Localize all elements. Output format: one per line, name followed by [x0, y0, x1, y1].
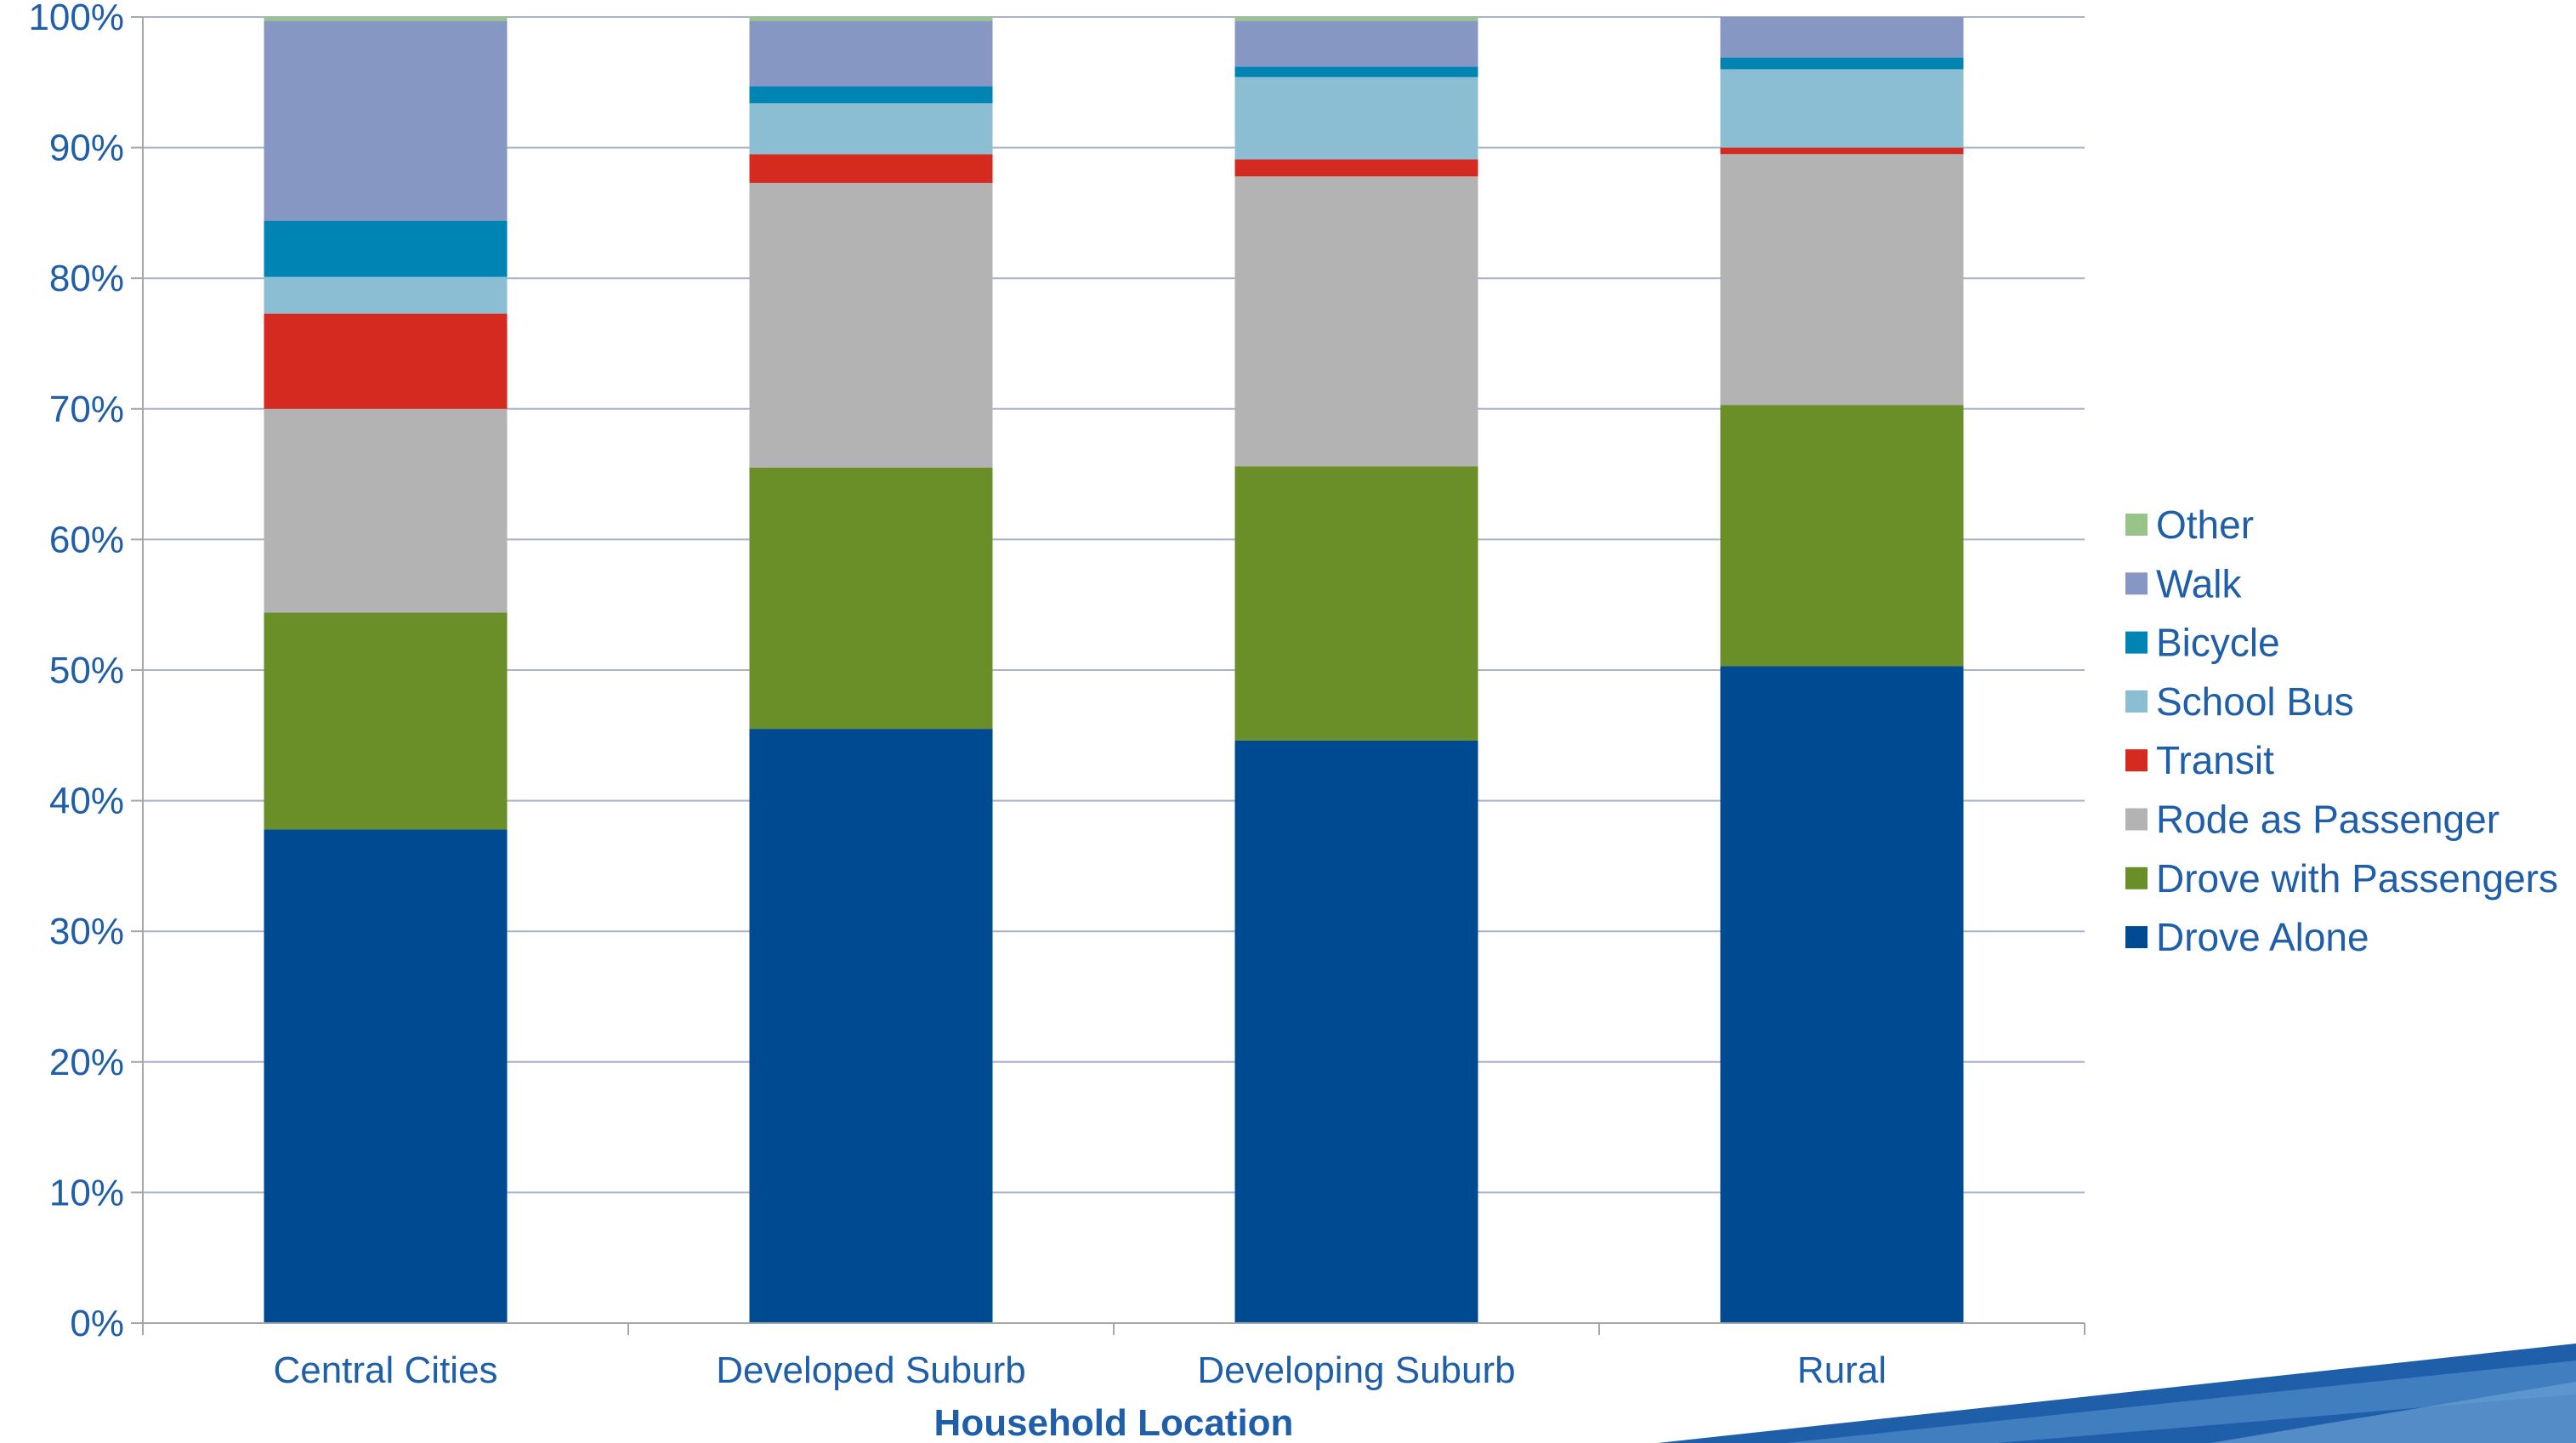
bar-segment-walk [1720, 17, 1964, 58]
bar-segment-drove-alone [264, 829, 508, 1323]
y-tick-label: 50% [49, 650, 124, 691]
legend-swatch [2125, 572, 2148, 595]
bar-segment-bicycle [1720, 57, 1964, 70]
bar-segment-other [749, 17, 993, 21]
bar-segment-other [264, 17, 508, 21]
x-tick-label: Rural [1797, 1349, 1887, 1391]
legend-swatch [2125, 926, 2148, 949]
legend-swatch [2125, 631, 2148, 654]
bar-segment-rode-as-passenger [749, 183, 993, 468]
bar-segment-school-bus [1720, 69, 1964, 148]
y-tick-label: 0% [70, 1303, 124, 1344]
bar-segment-rode-as-passenger [1720, 154, 1964, 406]
legend-swatch [2125, 866, 2148, 889]
bar-segment-drove-with-passengers [749, 467, 993, 730]
bar-segment-transit [264, 313, 508, 409]
y-tick-label: 30% [49, 911, 124, 952]
bar-segment-transit [1234, 159, 1478, 177]
legend-item: Other [2125, 503, 2254, 547]
bar-segment-transit [1720, 147, 1964, 155]
y-tick-label: 100% [28, 0, 124, 38]
x-tick-label: Developing Suburb [1197, 1349, 1515, 1391]
bar-stack-rural [1720, 17, 1964, 1323]
bar-segment-bicycle [264, 220, 508, 277]
y-tick-label: 40% [49, 781, 124, 822]
bar-segment-school-bus [264, 276, 508, 314]
y-tick-label: 20% [49, 1042, 124, 1083]
y-tick-label: 80% [49, 258, 124, 299]
y-tick-label: 70% [49, 389, 124, 430]
legend-label: Rode as Passenger [2156, 798, 2499, 842]
legend-label: Transit [2156, 738, 2274, 782]
legend-swatch [2125, 514, 2148, 536]
x-tick-label: Central Cities [273, 1349, 497, 1391]
legend-label: Bicycle [2156, 621, 2280, 665]
y-tick-label: 90% [49, 128, 124, 169]
legend: Other Walk Bicycle School Bus Transit Rode as… [2125, 503, 2558, 959]
bar-segment-walk [749, 20, 993, 87]
bar-segment-rode-as-passenger [264, 408, 508, 613]
legend-swatch [2125, 749, 2148, 772]
bar-segment-school-bus [749, 103, 993, 155]
legend-item: Drove Alone [2125, 915, 2369, 959]
bar-stacks [264, 17, 1964, 1323]
y-tick-label: 10% [49, 1172, 124, 1213]
bar-segment-transit [749, 154, 993, 184]
bar-segment-walk [264, 20, 508, 221]
bar-stack-central-cities [264, 17, 508, 1323]
legend-label: Other [2156, 503, 2254, 547]
x-axis-tick-labels: Central Cities Developed Suburb Developing… [273, 1349, 1887, 1391]
bar-stack-developing-suburb [1234, 17, 1478, 1323]
legend-label: Walk [2156, 561, 2243, 605]
bar-segment-bicycle [749, 86, 993, 104]
bar-segment-school-bus [1234, 77, 1478, 160]
bar-segment-drove-alone [1234, 740, 1478, 1323]
legend-item: Transit [2125, 738, 2274, 782]
y-axis-tick-labels: 0% 10% 20% 30% 40% 50% 60% 70% 80% 90% 100% [28, 0, 124, 1344]
x-axis-title: Household Location [934, 1402, 1294, 1443]
legend-label: School Bus [2156, 679, 2354, 724]
legend-item: Drove with Passengers [2125, 856, 2558, 900]
legend-item: Rode as Passenger [2125, 798, 2499, 842]
legend-swatch [2125, 808, 2148, 831]
y-tick-label: 60% [49, 519, 124, 560]
bar-segment-drove-alone [749, 729, 993, 1323]
bar-segment-bicycle [1234, 66, 1478, 77]
bar-stack-developed-suburb [749, 17, 993, 1323]
legend-item: Walk [2125, 561, 2243, 605]
bar-segment-rode-as-passenger [1234, 176, 1478, 467]
x-tick-label: Developed Suburb [716, 1349, 1025, 1391]
decorative-swoosh [1658, 1344, 2576, 1443]
legend-item: Bicycle [2125, 621, 2280, 665]
legend-item: School Bus [2125, 679, 2354, 724]
legend-label: Drove Alone [2156, 915, 2369, 959]
bar-segment-other [1234, 17, 1478, 21]
bar-segment-walk [1234, 20, 1478, 67]
legend-label: Drove with Passengers [2156, 856, 2558, 900]
legend-swatch [2125, 690, 2148, 713]
bar-segment-drove-with-passengers [1234, 466, 1478, 741]
bar-segment-drove-with-passengers [1720, 405, 1964, 667]
axes [131, 16, 2085, 1335]
bar-segment-drove-with-passengers [264, 612, 508, 830]
bar-segment-drove-alone [1720, 666, 1964, 1323]
